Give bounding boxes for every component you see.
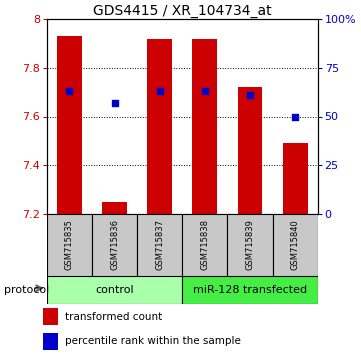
Bar	[238, 87, 262, 214]
Text: GSM715838: GSM715838	[200, 219, 209, 270]
Bar	[92, 214, 137, 276]
Point	[67, 88, 73, 94]
Bar	[273, 214, 318, 276]
Point	[202, 88, 208, 94]
Bar	[43, 308, 58, 325]
Bar	[283, 143, 308, 214]
Text: control: control	[95, 285, 134, 295]
Text: percentile rank within the sample: percentile rank within the sample	[65, 337, 241, 347]
Point	[157, 88, 162, 94]
Bar	[102, 202, 127, 214]
Text: miR-128 transfected: miR-128 transfected	[193, 285, 307, 295]
Bar	[137, 214, 182, 276]
Point	[247, 92, 253, 98]
Text: GSM715840: GSM715840	[291, 219, 300, 270]
Bar	[43, 332, 58, 350]
Point	[112, 100, 118, 106]
Bar	[182, 214, 227, 276]
Text: GSM715839: GSM715839	[245, 219, 255, 270]
Bar	[47, 214, 92, 276]
Title: GDS4415 / XR_104734_at: GDS4415 / XR_104734_at	[93, 4, 271, 18]
Text: protocol: protocol	[4, 285, 49, 295]
Point	[292, 114, 298, 119]
Text: GSM715837: GSM715837	[155, 219, 164, 270]
Bar	[182, 276, 318, 304]
Text: GSM715835: GSM715835	[65, 219, 74, 270]
Text: GSM715836: GSM715836	[110, 219, 119, 270]
Bar	[57, 36, 82, 214]
Bar	[192, 39, 217, 214]
Bar	[47, 276, 182, 304]
Bar	[227, 214, 273, 276]
Text: transformed count: transformed count	[65, 312, 162, 321]
Bar	[147, 39, 172, 214]
